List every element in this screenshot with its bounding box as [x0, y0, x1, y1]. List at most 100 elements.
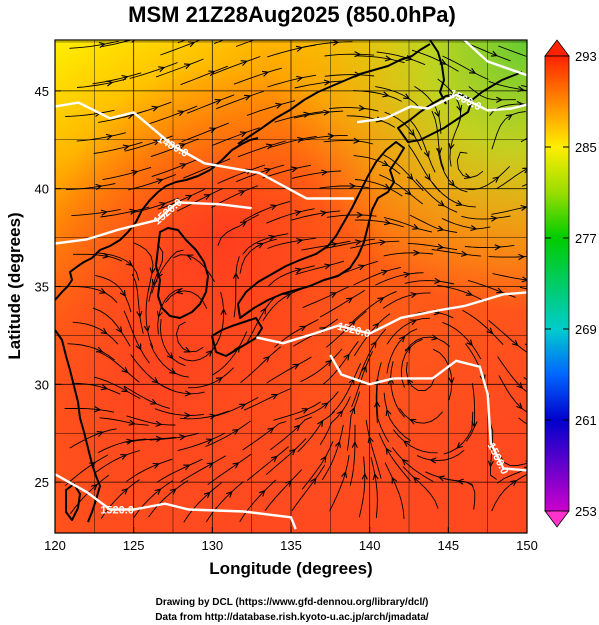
streamline-arrowhead — [494, 244, 502, 251]
streamline — [351, 351, 374, 408]
streamline — [405, 361, 435, 392]
streamline-arrowhead — [183, 63, 192, 70]
streamline-arrowhead — [413, 249, 421, 256]
streamline — [301, 441, 334, 490]
streamline — [211, 127, 260, 146]
streamline — [376, 51, 426, 66]
streamline — [437, 147, 468, 193]
streamline-arrowhead — [381, 160, 390, 167]
streamline — [416, 449, 465, 462]
streamline-arrowhead — [185, 194, 193, 201]
streamline-arrowhead — [209, 127, 217, 134]
streamline-arrowhead — [293, 424, 301, 432]
streamline-arrowhead — [379, 239, 387, 246]
x-tick-label: 130 — [201, 538, 223, 553]
streamline — [205, 481, 244, 523]
streamline — [319, 290, 366, 318]
streamline-arrowhead — [296, 237, 304, 245]
streamline-arrowhead — [412, 476, 420, 484]
streamline-arrowhead — [275, 102, 283, 109]
streamline — [96, 350, 140, 383]
streamline — [211, 397, 259, 418]
streamline — [437, 285, 486, 302]
streamline-arrowhead — [456, 442, 464, 449]
streamline-arrowhead — [143, 325, 151, 333]
streamline-arrowhead — [203, 491, 211, 499]
streamline-arrowhead — [336, 410, 344, 418]
y-tick-label: 45 — [35, 84, 49, 99]
streamline-arrowhead — [437, 243, 445, 250]
streamline — [404, 280, 455, 285]
credit-data-source: Data from http://database.rish.kyoto-u.a… — [155, 612, 429, 623]
chart-title: MSM 21Z28Aug2025 (850.0hPa) — [128, 2, 456, 27]
streamline — [405, 336, 450, 352]
streamline-arrowhead — [323, 79, 331, 86]
streamline-arrowhead — [294, 209, 302, 217]
streamline — [212, 291, 225, 350]
streamline-arrowhead — [320, 210, 328, 217]
streamline — [69, 428, 117, 449]
streamline — [518, 417, 527, 425]
streamline — [354, 219, 404, 228]
streamline-arrowhead — [381, 269, 389, 276]
streamline-arrowhead — [226, 490, 233, 498]
height-contour-1520 — [55, 473, 297, 530]
streamline-arrowhead — [244, 94, 252, 101]
streamline-arrowhead — [136, 310, 143, 318]
streamline-arrowhead — [412, 223, 420, 230]
streamline-arrowhead — [184, 412, 192, 419]
x-tick-label: 150 — [516, 538, 538, 553]
streamline-arrowhead — [487, 460, 494, 468]
streamline-arrowhead — [403, 93, 411, 100]
coastline-china-east — [55, 329, 101, 523]
streamline — [291, 464, 326, 512]
streamline — [242, 200, 291, 222]
colorbar: 293 285 277 269 261 253 — [544, 39, 597, 528]
streamline — [148, 480, 189, 518]
streamline-arrowhead — [330, 241, 338, 248]
streamline — [324, 74, 375, 77]
streamline — [295, 260, 345, 275]
streamline-arrowhead — [358, 264, 366, 271]
streamline-arrowhead — [131, 169, 139, 176]
streamline — [323, 140, 374, 145]
streamline — [322, 341, 359, 385]
streamline — [93, 141, 143, 154]
streamline-arrowhead — [96, 431, 104, 437]
colorbar-tick-label: 277 — [575, 231, 597, 246]
streamline-arrowhead — [155, 435, 163, 442]
streamline — [145, 287, 154, 348]
streamline-arrowhead — [179, 434, 187, 441]
streamline-arrowhead — [448, 377, 455, 385]
streamline-arrowhead — [511, 339, 519, 347]
streamline — [157, 188, 205, 210]
streamline — [274, 111, 324, 123]
streamline — [239, 479, 277, 523]
height-contour-1480 — [463, 40, 527, 77]
streamline — [243, 388, 291, 411]
streamline-arrowhead — [516, 402, 523, 410]
x-tick-label: 140 — [359, 538, 381, 553]
streamline-arrowhead — [348, 320, 356, 328]
streamline-arrowhead — [317, 419, 324, 427]
streamline-arrowhead — [291, 166, 299, 173]
coastline-kuril-islands — [471, 71, 523, 101]
streamline — [156, 381, 205, 395]
streamline — [239, 238, 277, 274]
streamline — [266, 356, 312, 384]
streamline-arrowhead — [372, 473, 379, 481]
streamline-arrowhead — [205, 438, 214, 445]
streamline — [123, 310, 150, 364]
streamline-arrowhead — [332, 40, 340, 46]
streamline-arrowhead — [183, 464, 191, 471]
streamline — [379, 174, 423, 205]
streamline-arrowhead — [159, 202, 167, 208]
streamline — [188, 367, 234, 389]
coastline-korea — [155, 227, 209, 319]
streamline-arrowhead — [285, 479, 292, 487]
streamline — [173, 254, 215, 283]
streamline-arrowhead — [367, 435, 374, 444]
streamline-arrowhead — [186, 254, 194, 261]
streamline-arrowhead — [469, 67, 477, 74]
y-axis-label: Latitude (degrees) — [5, 212, 24, 359]
